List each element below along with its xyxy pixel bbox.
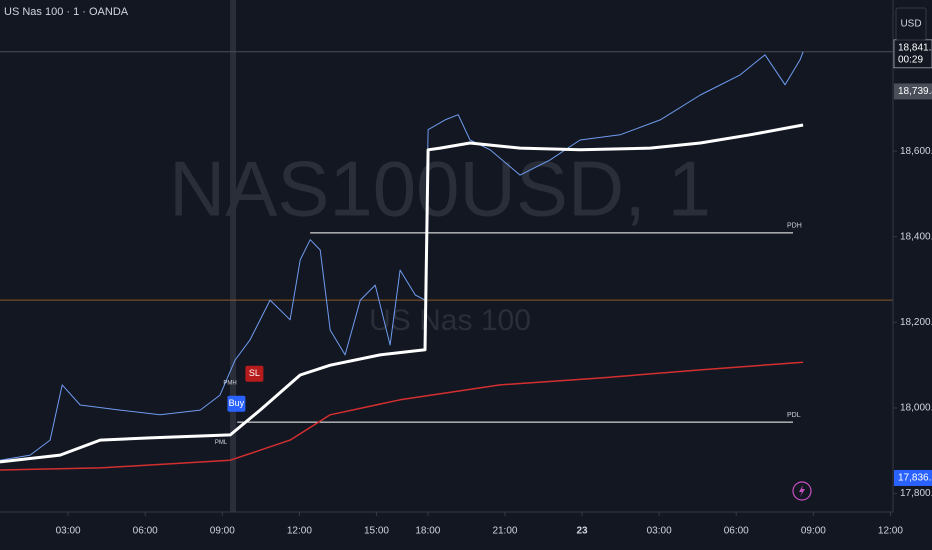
series-line xyxy=(0,123,804,464)
x-tick-label: 09:00 xyxy=(801,526,826,537)
x-tick-label: 06:00 xyxy=(724,526,749,537)
session-line xyxy=(230,0,237,512)
alert-icon[interactable] xyxy=(792,481,812,501)
y-tick-label: 18,000.0 xyxy=(900,403,932,414)
level-label: PDH xyxy=(787,223,802,230)
x-tick-label: 12:00 xyxy=(287,526,312,537)
price-label-box xyxy=(894,469,932,486)
watermark-sub: US Nas 100 xyxy=(369,304,531,337)
x-tick-label: 03:00 xyxy=(56,526,81,537)
watermark: NAS100USD, 1 xyxy=(169,145,711,233)
price-label: 18,739.4 xyxy=(898,86,932,97)
y-tick-label: 18,600.0 xyxy=(900,146,932,157)
chart-title: US Nas 100 · 1 · OANDA xyxy=(4,6,129,18)
price-label: 17,836.5 xyxy=(898,473,932,484)
y-tick-label: 17,800.0 xyxy=(900,488,932,499)
x-tick-label: 03:00 xyxy=(647,526,672,537)
x-tick-label: 06:00 xyxy=(133,526,158,537)
level-label: PDL xyxy=(787,412,801,419)
x-tick-label: 09:00 xyxy=(210,526,235,537)
series-line xyxy=(0,361,804,471)
annotation: PML xyxy=(215,440,228,446)
annotation: SL xyxy=(249,368,260,378)
y-tick-label: 18,200.0 xyxy=(900,317,932,328)
series-line xyxy=(0,51,804,461)
annotation: PMH xyxy=(223,381,236,387)
annotation: Buy xyxy=(229,398,245,408)
x-tick-label: 23 xyxy=(576,526,588,537)
annotation-box xyxy=(245,365,264,382)
x-tick-label: 21:00 xyxy=(492,526,517,537)
alert-bolt xyxy=(799,485,805,497)
currency-button[interactable] xyxy=(895,7,927,41)
price-label-box xyxy=(894,83,932,100)
price-label: 18,841.2 xyxy=(898,43,932,54)
x-tick-label: 15:00 xyxy=(364,526,389,537)
currency[interactable]: USD xyxy=(900,19,921,30)
annotation-box xyxy=(227,395,246,412)
y-tick-label: 18,400.0 xyxy=(900,231,932,242)
x-tick-label: 18:00 xyxy=(415,526,440,537)
price-label-box xyxy=(893,39,932,69)
countdown: 00:29 xyxy=(898,55,923,66)
x-tick-label: 12:00 xyxy=(878,526,903,537)
